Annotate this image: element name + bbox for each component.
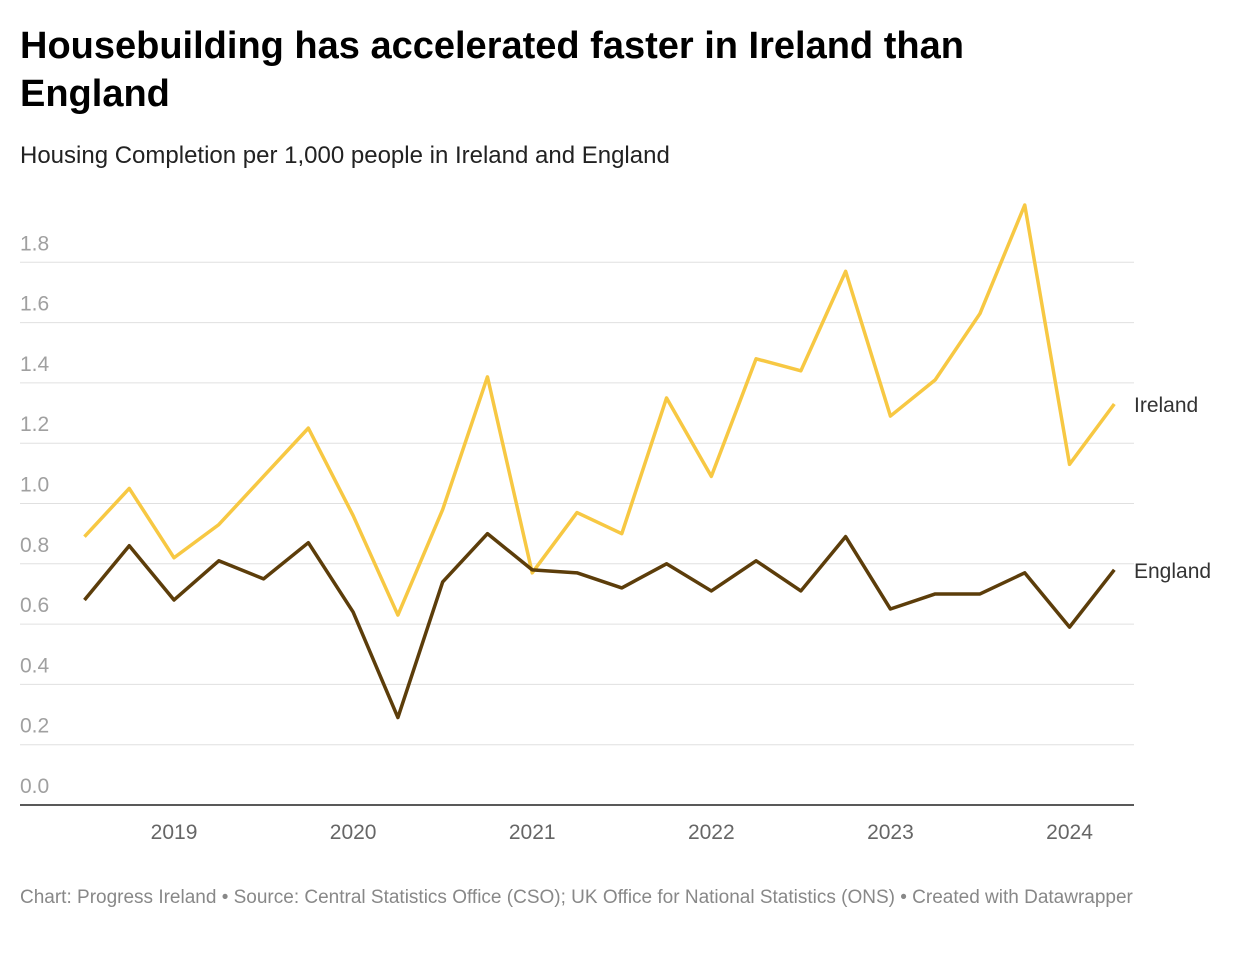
y-tick-label: 1.4: [20, 353, 50, 376]
y-tick-label: 1.2: [20, 413, 49, 436]
x-tick-label: 2020: [330, 821, 377, 844]
x-tick-label: 2022: [688, 821, 735, 844]
x-tick-label: 2021: [509, 821, 556, 844]
y-tick-label: 1.0: [20, 474, 49, 497]
series-line: [83, 203, 1116, 617]
chart-title: Housebuilding has accelerated faster in …: [20, 25, 964, 115]
y-tick-label: 0.2: [20, 715, 49, 738]
x-tick-label: 2024: [1046, 821, 1093, 844]
series-label: England: [1134, 560, 1211, 583]
y-tick-label: 0.0: [20, 775, 49, 798]
series-line: [83, 531, 1116, 720]
y-tick-label: 0.4: [20, 654, 50, 677]
chart-subtitle: Housing Completion per 1,000 people in I…: [20, 142, 670, 169]
chart-source: Chart: Progress Ireland • Source: Centra…: [20, 887, 1133, 908]
series-label: Ireland: [1134, 394, 1198, 417]
x-tick-label: 2023: [867, 821, 914, 844]
y-tick-label: 0.8: [20, 534, 49, 557]
y-tick-label: 0.6: [20, 594, 49, 617]
y-tick-label: 1.6: [20, 293, 49, 316]
x-tick-label: 2019: [151, 821, 198, 844]
y-tick-label: 1.8: [20, 232, 49, 255]
